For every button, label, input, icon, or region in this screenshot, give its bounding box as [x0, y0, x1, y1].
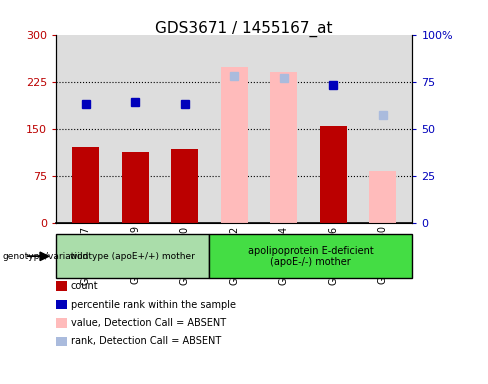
Text: GDS3671 / 1455167_at: GDS3671 / 1455167_at [155, 21, 333, 37]
Bar [320, 126, 347, 223]
Bar [72, 147, 100, 223]
Bar [171, 149, 198, 223]
Text: count: count [71, 281, 99, 291]
Text: genotype/variation: genotype/variation [2, 252, 89, 261]
Text: rank, Detection Call = ABSENT: rank, Detection Call = ABSENT [71, 336, 221, 346]
Text: value, Detection Call = ABSENT: value, Detection Call = ABSENT [71, 318, 226, 328]
Text: percentile rank within the sample: percentile rank within the sample [71, 300, 236, 310]
Text: wildtype (apoE+/+) mother: wildtype (apoE+/+) mother [70, 252, 195, 261]
Bar [270, 72, 297, 223]
Bar [369, 171, 396, 223]
Bar [221, 67, 248, 223]
Bar [122, 152, 149, 223]
Text: apolipoprotein E-deficient
(apoE-/-) mother: apolipoprotein E-deficient (apoE-/-) mot… [248, 245, 373, 267]
